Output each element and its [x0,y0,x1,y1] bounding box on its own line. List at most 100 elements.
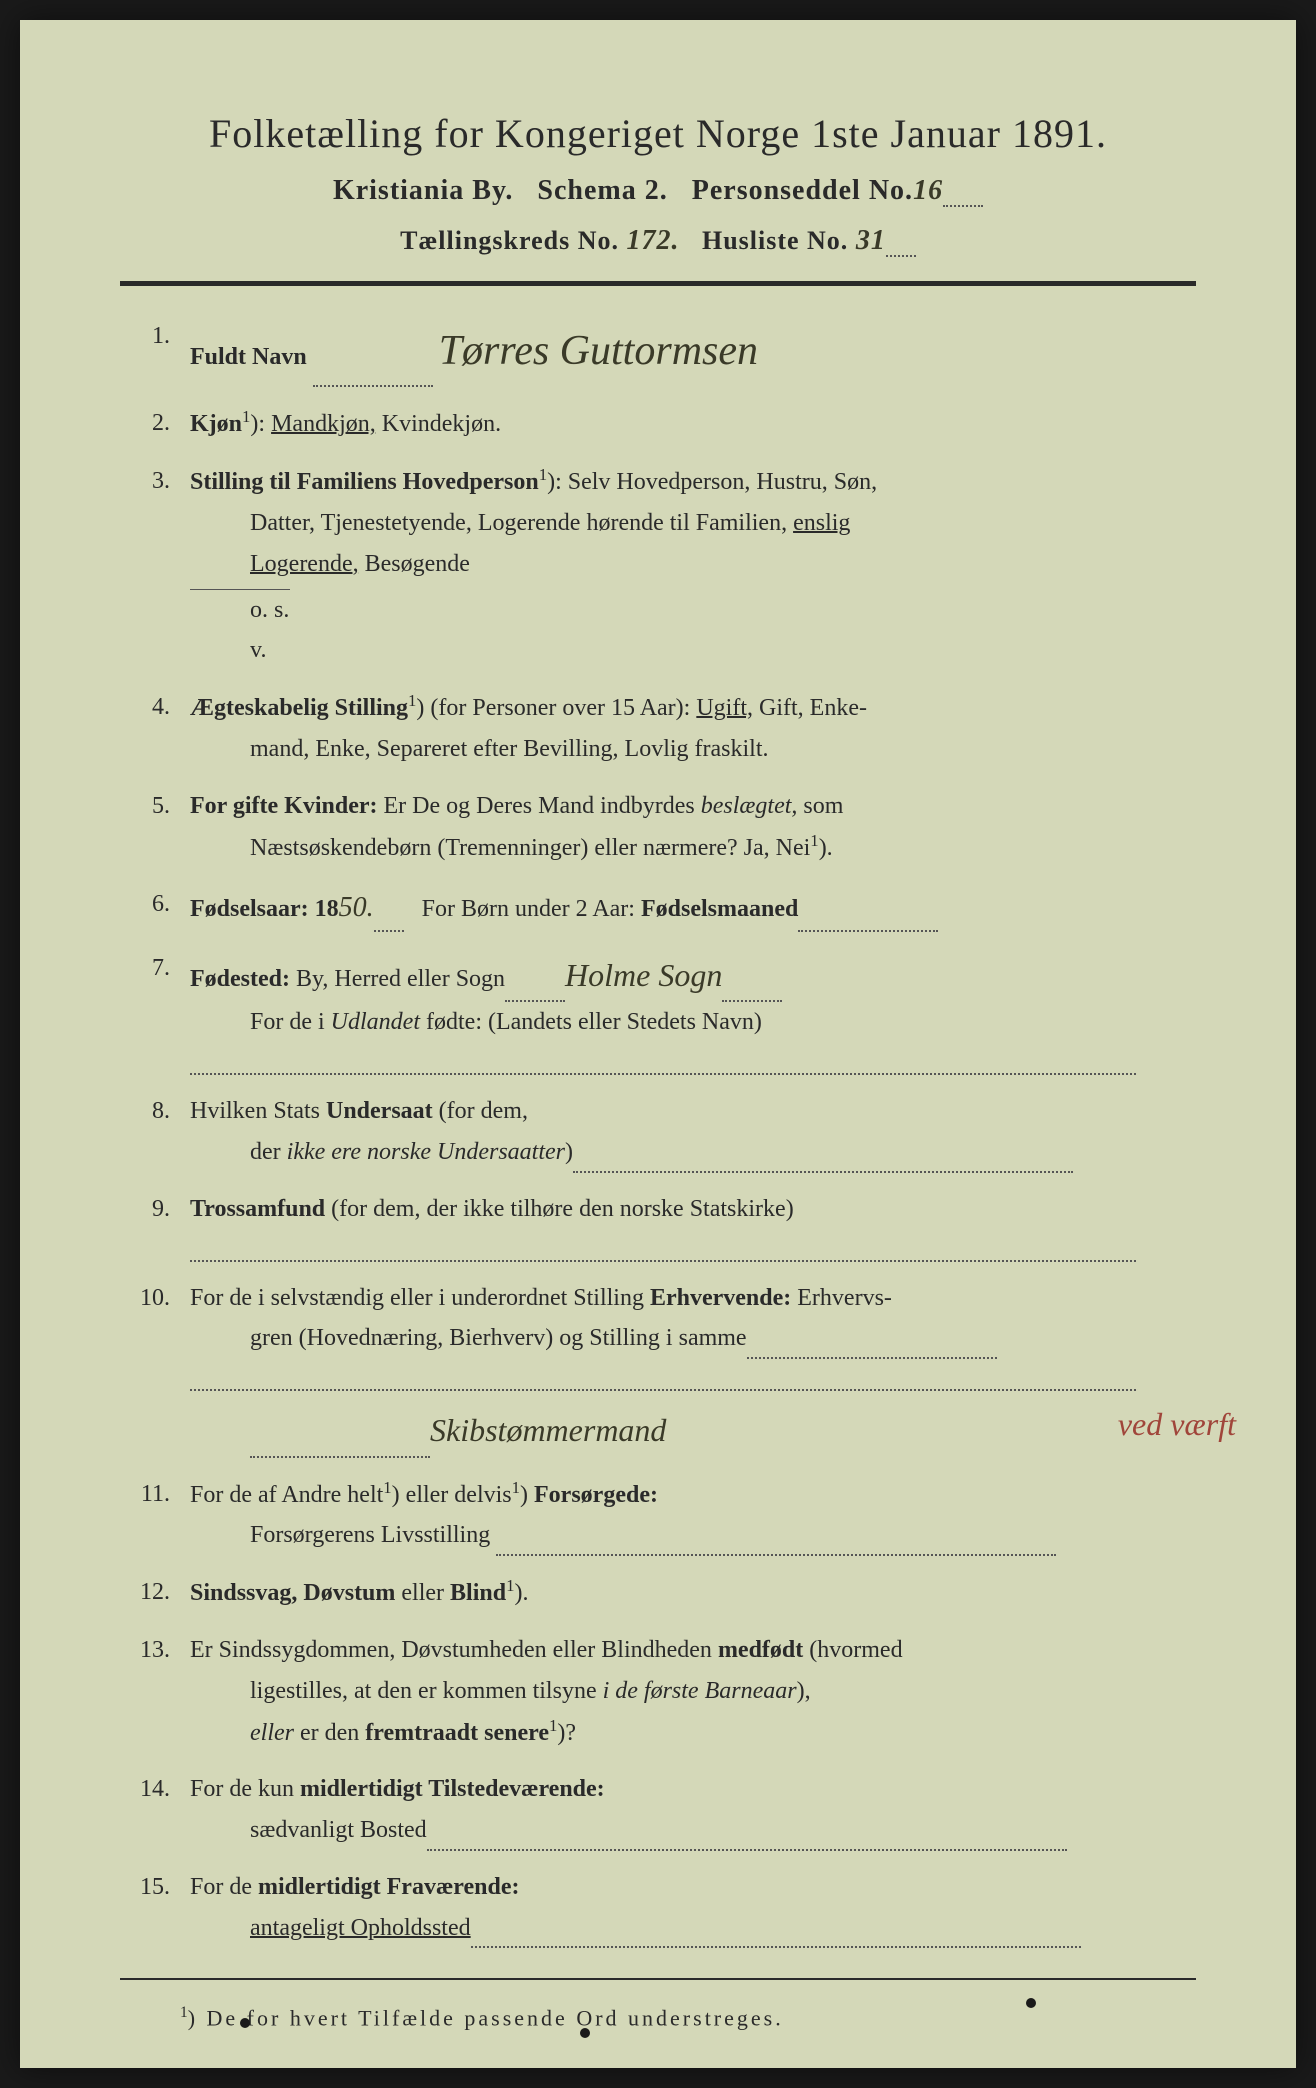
italic-text: i de første Barneaar [603,1678,797,1704]
text: Besøgende [359,551,470,577]
item-11-supported: 11. For de af Andre helt1) eller delvis1… [130,1474,1196,1557]
bold-text: medfødt [718,1637,803,1663]
text: ), [797,1678,811,1704]
text: Er Sindssygdommen, Døvstumheden eller Bl… [190,1637,718,1663]
dotted-fill [471,1946,1081,1948]
birthplace-value: Holme Sogn [565,948,722,1002]
item-content: Trossamfund (for dem, der ikke tilhøre d… [190,1189,1196,1262]
dotted-fill [374,930,404,932]
indent-line: antageligt Opholdssted [190,1908,1196,1949]
italic-text: Udlandet [331,1009,420,1035]
text: Gift, Enke- [753,695,867,721]
paper-hole [580,2028,590,2038]
item-number: 3. [130,461,190,671]
item-content: Er Sindssygdommen, Døvstumheden eller Bl… [190,1630,1196,1753]
item-12-disability: 12. Sindssvag, Døvstum eller Blind1). [130,1572,1196,1614]
item-number: 12. [130,1572,190,1614]
dotted-fill [313,385,433,387]
schema-label: Schema 2. [537,175,667,206]
text: )? [557,1720,576,1746]
dotted-fill [573,1171,1073,1173]
item-number: 15. [130,1867,190,1949]
sup: 1 [512,1478,520,1497]
item-content: For gifte Kvinder: Er De og Deres Mand i… [190,786,1196,869]
field-label: Sindssvag, Døvstum [190,1580,395,1606]
paper-hole [240,2018,250,2028]
item-number: 2. [130,403,190,445]
italic-text: eller [250,1720,294,1746]
dotted-fill [886,255,916,257]
field-label: Fødselsaar: 18 [190,896,339,922]
dotted-line [190,1389,1136,1391]
text: eller [395,1580,450,1606]
indent-line: der ikke ere norske Undersaatter) [190,1132,1196,1173]
item-number: 13. [130,1630,190,1753]
item-number: 10. [130,1278,190,1458]
italic-text: ikke ere norske Undersaatter [287,1139,565,1165]
kreds-label: Tællingskreds No. [400,226,619,255]
text: Datter, Tjenestetyende, Logerende hørend… [250,510,793,536]
item-content: Fuldt Navn Tørres Guttormsen [190,316,1196,387]
osv-line: o. s. v. [190,589,290,672]
item-content: Hvilken Stats Undersaat (for dem, der ik… [190,1091,1196,1173]
text: ) eller delvis [392,1482,512,1508]
indent-line: Logerende, Besøgende [190,544,1196,585]
text: fødte: (Landets eller Stedets Navn) [420,1009,762,1035]
item-number: 4. [130,687,190,770]
item-4-marital: 4. Ægteskabelig Stilling1) (for Personer… [130,687,1196,770]
item-content: Kjøn1): Mandkjøn, Kvindekjøn. [190,403,1196,445]
item-10-occupation: 10. For de i selvstændig eller i underor… [130,1278,1196,1458]
field-label: Erhvervende: [650,1285,791,1311]
footnote: 1) De for hvert Tilfælde passende Ord un… [120,2004,1196,2031]
item-5-married-women: 5. For gifte Kvinder: Er De og Deres Man… [130,786,1196,869]
item-8-citizenship: 8. Hvilken Stats Undersaat (for dem, der… [130,1091,1196,1173]
item-13-disability-origin: 13. Er Sindssygdommen, Døvstumheden elle… [130,1630,1196,1753]
dotted-fill [943,205,983,207]
form-items: 1. Fuldt Navn Tørres Guttormsen 2. Kjøn1… [120,316,1196,1948]
dotted-fill [747,1357,997,1359]
selected-option: Ugift, [696,695,753,721]
item-content: For de midlertidigt Fraværende: antageli… [190,1867,1196,1949]
bold-text: fremtraadt senere [365,1720,549,1746]
selected-option: Mandkjøn, [271,411,376,437]
text: For de kun [190,1776,300,1802]
item-15-temporary-absent: 15. For de midlertidigt Fraværende: anta… [130,1867,1196,1949]
occupation-red-annotation: ved værft [1118,1397,1236,1451]
city-label: Kristiania By. [333,175,513,206]
italic-text: beslægtet, [701,793,798,819]
field-label: Trossamfund [190,1196,325,1222]
indent-line: Forsørgerens Livsstilling [190,1515,1196,1556]
text: ): [250,411,271,437]
footnote-text: ) De for hvert Tilfælde passende Ord und… [188,2006,784,2031]
field-label: Fødested: [190,966,290,992]
text: sædvanligt Bosted [250,1817,427,1843]
text: der [250,1139,287,1165]
dotted-fill [250,1456,430,1458]
text: antageligt Opholdssted [250,1915,471,1941]
paper-hole [1026,1998,1036,2008]
header-rule [120,281,1196,286]
item-number: 5. [130,786,190,869]
subtitle-line-2: Tællingskreds No. 172. Husliste No. 31 [120,225,1196,257]
dotted-fill [496,1554,1056,1556]
text: ). [514,1580,528,1606]
full-name-value: Tørres Guttormsen [439,316,758,387]
indent-line: mand, Enke, Separeret efter Bevilling, L… [190,729,1196,770]
text: ): Selv Hovedperson, Hustru, Søn, [547,469,877,495]
indent-line: For de i Udlandet fødte: (Landets eller … [190,1002,1196,1043]
item-14-temporary-present: 14. For de kun midlertidigt Tilstedevære… [130,1769,1196,1851]
field-label: Undersaat [326,1098,433,1124]
item-number: 11. [130,1474,190,1557]
sup: 1 [810,831,818,850]
item-number: 14. [130,1769,190,1851]
field-label: Fuldt Navn [190,344,307,370]
option: Kvindekjøn. [376,411,501,437]
kreds-no-value: 172. [626,225,679,257]
footer-rule [120,1978,1196,1980]
text: ) (for Personer over 15 Aar): [416,695,696,721]
dotted-line [190,1073,1136,1075]
item-content: Fødested: By, Herred eller SognHolme Sog… [190,948,1196,1075]
occupation-value: Skibstømmermand [430,1403,666,1457]
item-7-birthplace: 7. Fødested: By, Herred eller SognHolme … [130,948,1196,1075]
text: gren (Hovednæring, Bierhverv) og Stillin… [250,1325,747,1351]
